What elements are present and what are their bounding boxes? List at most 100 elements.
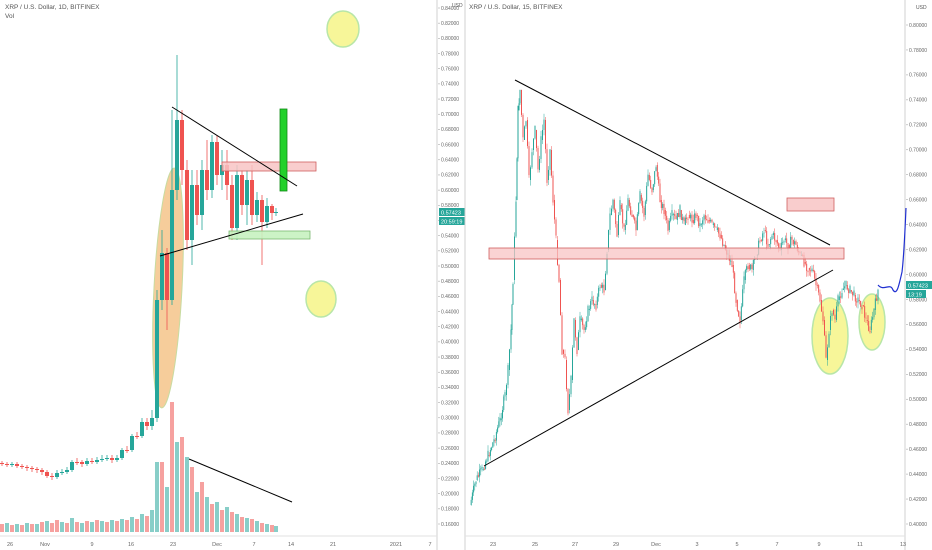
- time-tick-label: 13: [900, 542, 906, 548]
- price-tick-label: 0.40000: [441, 340, 459, 346]
- candle-body: [841, 293, 843, 298]
- candle-body: [698, 215, 700, 227]
- volume-bar: [105, 522, 109, 532]
- candle-body: [660, 200, 662, 208]
- price-tick-label: 0.24000: [441, 461, 459, 467]
- candle-body: [274, 212, 278, 213]
- right-currency-label: USD: [916, 5, 927, 11]
- right-ascending-trendline: [483, 269, 834, 467]
- volume-bar: [45, 521, 49, 532]
- price-tick-label: 0.32000: [441, 400, 459, 406]
- price-tick-label: 0.66000: [909, 197, 927, 203]
- candle-body: [865, 317, 867, 319]
- candle-body: [15, 464, 19, 466]
- candle-body: [746, 266, 748, 271]
- candle-body: [534, 125, 536, 139]
- candle-body: [840, 296, 842, 298]
- candle-body: [587, 305, 589, 322]
- candle-body: [872, 317, 874, 320]
- volume-bar: [55, 520, 59, 532]
- candle-body: [30, 468, 34, 469]
- candle-body: [521, 90, 522, 115]
- candle-body: [742, 289, 744, 307]
- candle-body: [590, 301, 592, 309]
- candle-body: [190, 185, 194, 240]
- candle-body: [638, 203, 640, 215]
- left-countdown-badge: [439, 217, 465, 225]
- candle-body: [666, 215, 668, 221]
- candle-body: [55, 473, 59, 477]
- candle-body: [784, 238, 786, 240]
- time-tick-label: 29: [613, 542, 619, 548]
- candle-body: [600, 285, 602, 288]
- candle-body: [702, 220, 704, 225]
- candle-body: [655, 167, 657, 172]
- candle-body: [510, 329, 512, 350]
- volume-bar: [140, 514, 144, 532]
- volume-bar: [100, 521, 104, 532]
- candle-body: [85, 461, 89, 464]
- candle-body: [606, 253, 608, 274]
- volume-bar: [15, 524, 19, 532]
- candle-body: [788, 245, 790, 249]
- price-tick-label: 0.62000: [441, 173, 459, 179]
- candle-body: [616, 224, 618, 237]
- candle-body: [487, 450, 489, 461]
- volume-bar: [165, 487, 169, 532]
- price-tick-label: 0.78000: [441, 51, 459, 57]
- projection-path: [877, 207, 907, 293]
- candle-body: [492, 442, 494, 448]
- candle-body: [536, 130, 537, 149]
- candle-body: [815, 278, 817, 286]
- candle-body: [787, 243, 789, 250]
- candle-body: [719, 233, 721, 239]
- left-panel: XRP / U.S. Dollar, 1D, BITFINEX Vol USD …: [0, 0, 465, 550]
- price-tick-label: 0.36000: [441, 370, 459, 376]
- right-panel-bg: [465, 0, 932, 550]
- candle-body: [623, 223, 625, 227]
- right-price-badge: [906, 281, 932, 289]
- candle-body: [844, 286, 846, 289]
- candle-body: [778, 243, 780, 248]
- candle-body: [821, 300, 822, 312]
- candle-body: [659, 183, 661, 203]
- time-tick-label: 7: [252, 542, 255, 548]
- candle-body: [848, 289, 850, 293]
- candle-body: [528, 146, 530, 176]
- candle-body: [827, 347, 828, 360]
- candle-body: [584, 327, 586, 330]
- candle-body: [592, 300, 594, 305]
- candle-body: [507, 365, 509, 385]
- candle-body: [695, 213, 697, 218]
- price-tick-label: 0.18000: [441, 507, 459, 513]
- candle-body: [804, 262, 806, 264]
- right-countdown-badge-text: 13:19: [908, 293, 922, 299]
- candle-body: [780, 242, 782, 250]
- time-tick-label: 9: [817, 542, 820, 548]
- price-tick-label: 0.54000: [441, 233, 459, 239]
- candle-body: [476, 475, 478, 480]
- candle-body: [215, 142, 219, 175]
- candle-body: [846, 285, 848, 290]
- candle-body: [680, 210, 682, 220]
- volume-bar: [125, 520, 129, 532]
- candle-body: [255, 200, 259, 215]
- yellow-circle-mid: [305, 280, 337, 318]
- left-currency-label: USD: [452, 3, 463, 9]
- candle-body: [678, 213, 680, 218]
- candle-body: [831, 313, 833, 317]
- candle-body: [682, 217, 684, 220]
- price-tick-label: 0.42000: [441, 325, 459, 331]
- candle-body: [722, 238, 724, 246]
- candle-body: [718, 227, 720, 234]
- volume-bar: [25, 523, 29, 532]
- candle-body: [475, 481, 477, 485]
- candle-body: [771, 235, 773, 240]
- volume-bar: [90, 522, 94, 532]
- volume-bar: [35, 524, 39, 532]
- candle-body: [546, 149, 548, 183]
- candle-body: [634, 217, 636, 221]
- candle-body: [470, 499, 472, 505]
- candle-body: [853, 290, 855, 296]
- candle-body: [874, 298, 876, 310]
